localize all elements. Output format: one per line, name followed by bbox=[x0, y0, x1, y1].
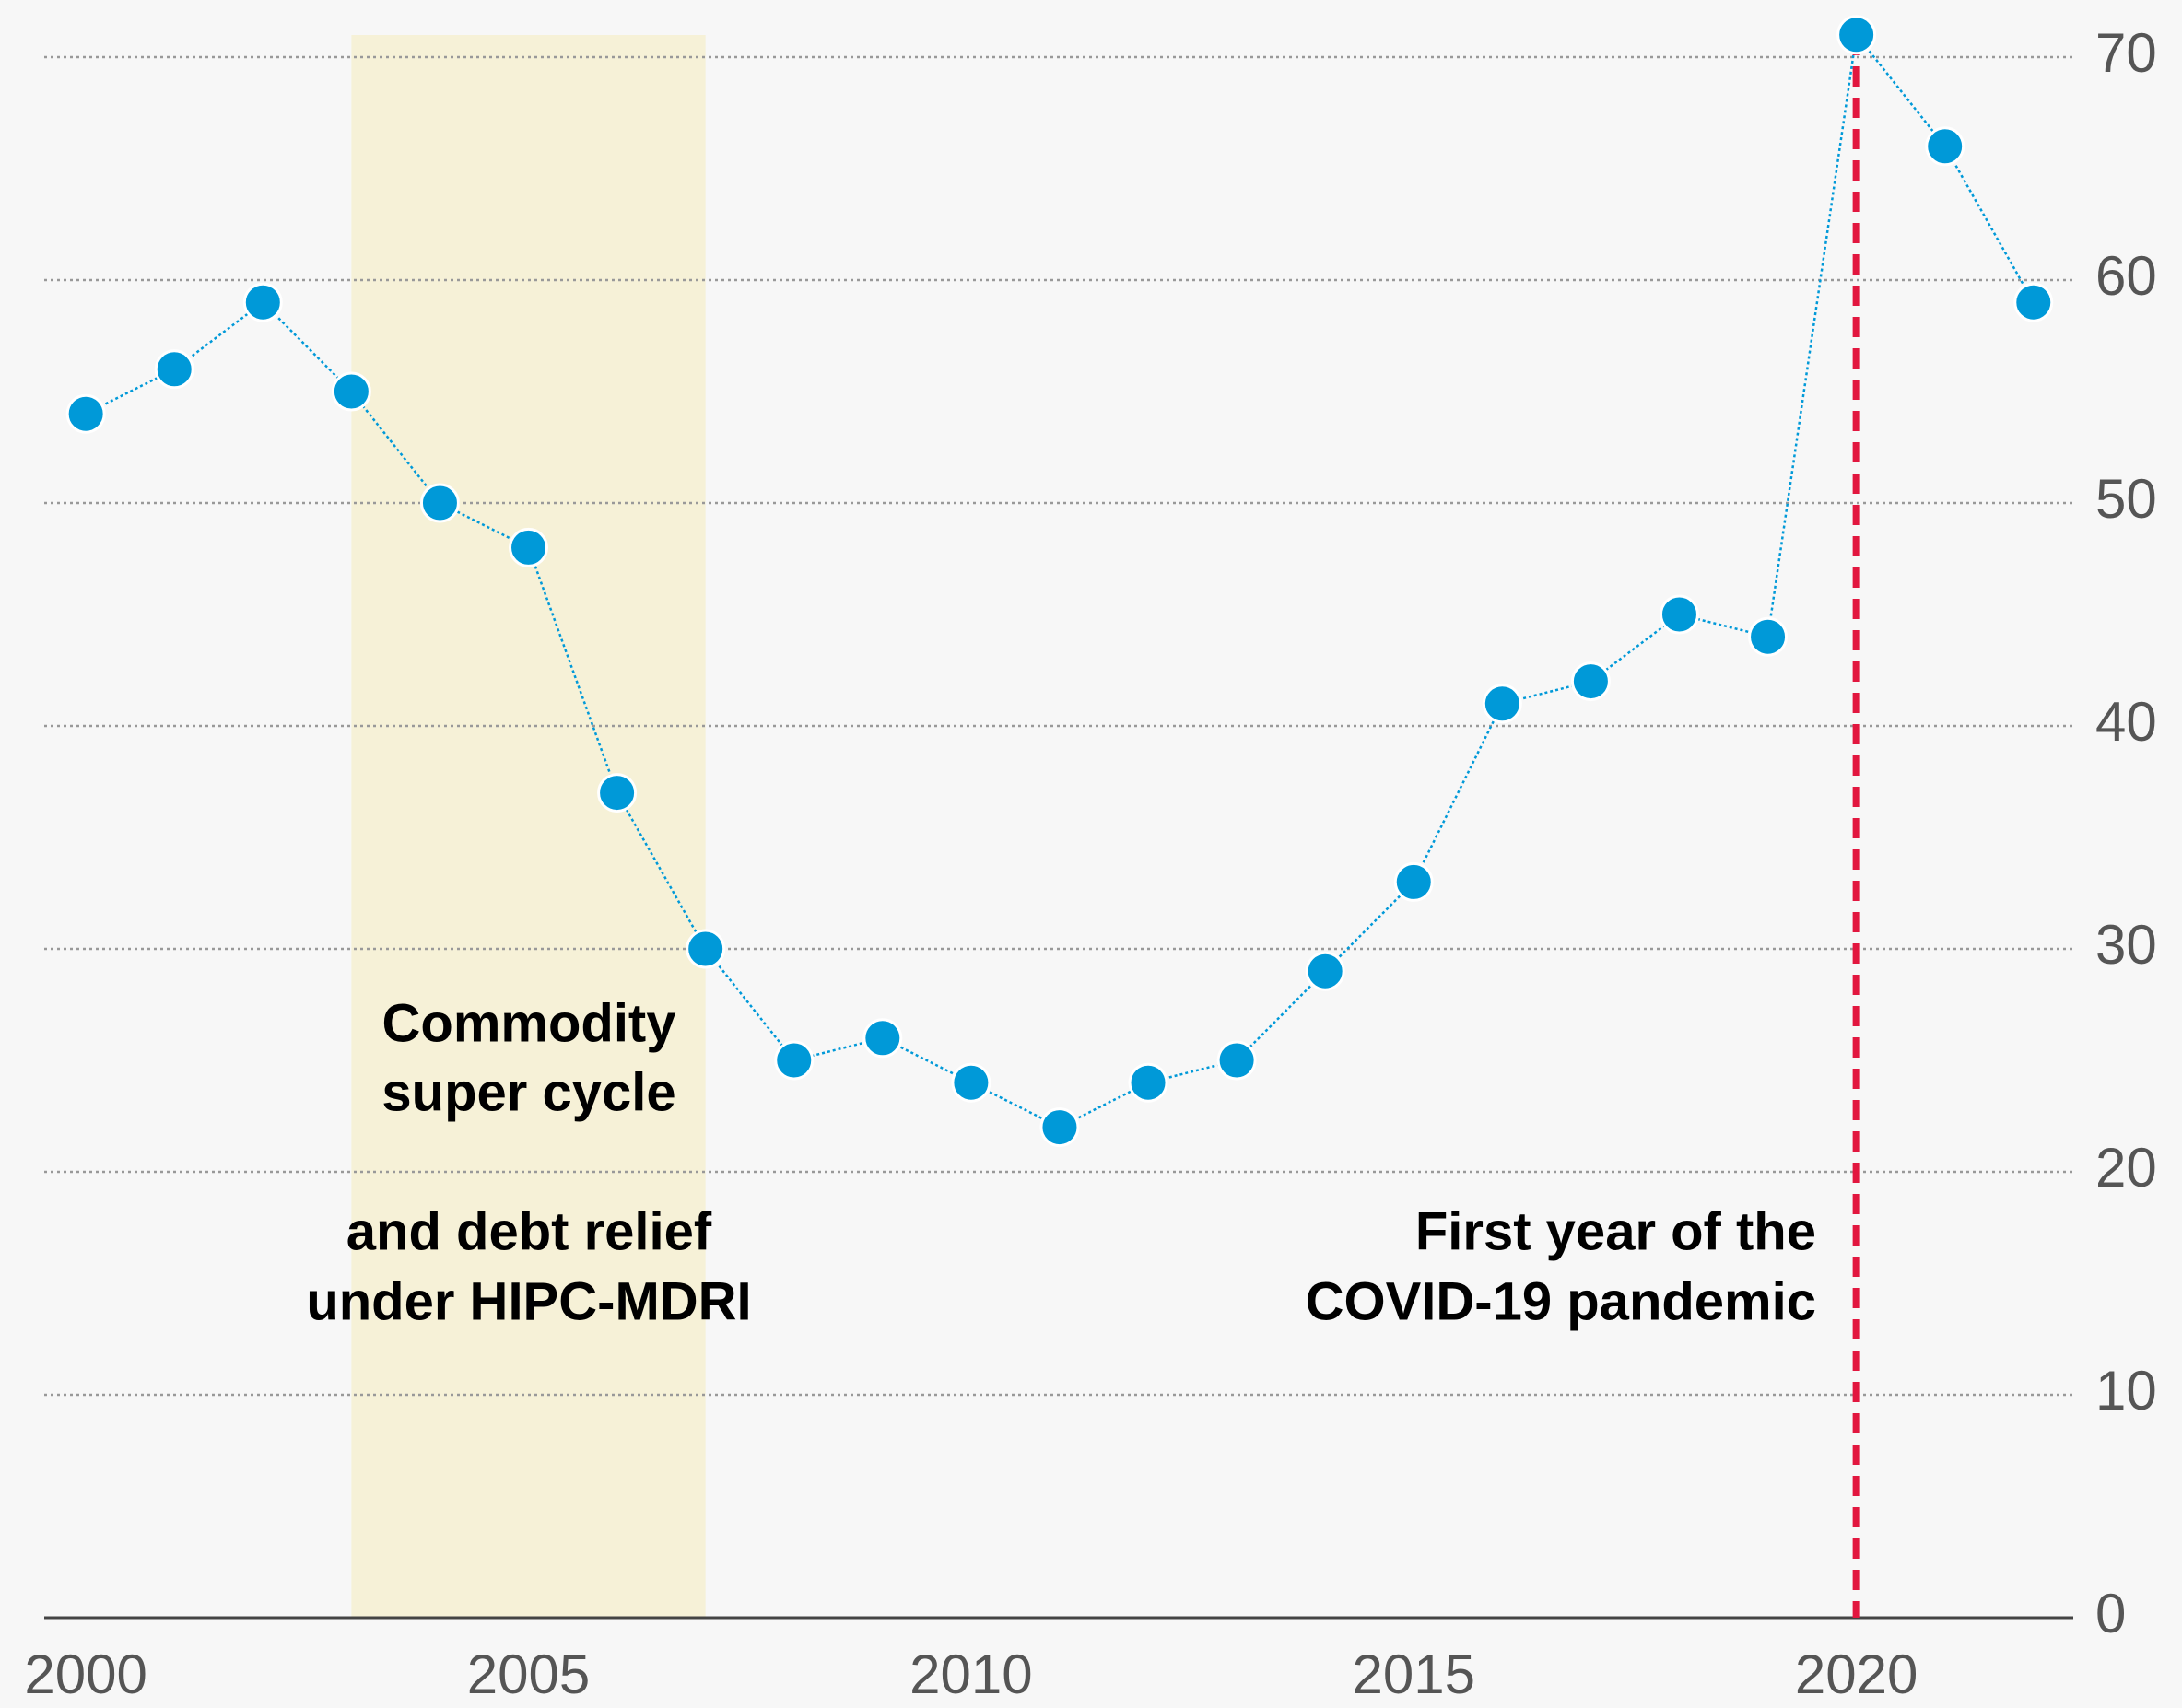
y-tick-label: 0 bbox=[2095, 1583, 2126, 1644]
annotation: super cycle bbox=[381, 1062, 675, 1122]
annotation: and debt relief bbox=[346, 1201, 712, 1261]
data-point bbox=[509, 527, 549, 567]
data-point bbox=[1305, 951, 1345, 991]
y-tick-label: 10 bbox=[2095, 1360, 2157, 1421]
y-tick-label: 30 bbox=[2095, 914, 2157, 976]
x-tick-label: 2020 bbox=[1795, 1644, 1918, 1705]
data-point bbox=[1128, 1062, 1168, 1103]
data-point bbox=[2013, 282, 2054, 322]
y-tick-label: 70 bbox=[2095, 22, 2157, 84]
data-point bbox=[1482, 684, 1522, 724]
data-point bbox=[774, 1040, 815, 1081]
data-point bbox=[154, 349, 194, 390]
annotation: COVID-19 pandemic bbox=[1306, 1271, 1816, 1331]
data-point bbox=[597, 773, 638, 813]
data-point bbox=[1393, 861, 1434, 902]
data-point bbox=[65, 393, 106, 434]
data-point bbox=[686, 929, 726, 969]
shaded-span bbox=[351, 35, 706, 1618]
annotation: Commodity bbox=[382, 993, 676, 1053]
x-tick-label: 2015 bbox=[1353, 1644, 1475, 1705]
annotation: First year of the bbox=[1415, 1201, 1816, 1261]
data-point bbox=[951, 1062, 991, 1103]
data-point bbox=[242, 282, 283, 322]
y-tick-label: 60 bbox=[2095, 245, 2157, 307]
x-tick-label: 2010 bbox=[909, 1644, 1032, 1705]
annotation: under HIPC-MDRI bbox=[306, 1271, 751, 1331]
data-point bbox=[862, 1018, 903, 1059]
data-point bbox=[1748, 616, 1789, 657]
y-tick-label: 40 bbox=[2095, 691, 2157, 753]
data-point bbox=[1039, 1107, 1080, 1148]
x-tick-label: 2005 bbox=[467, 1644, 590, 1705]
data-point bbox=[1925, 126, 1965, 167]
data-point bbox=[1570, 661, 1611, 702]
data-point bbox=[1659, 594, 1699, 635]
data-point bbox=[419, 483, 460, 523]
data-point bbox=[1836, 15, 1877, 55]
y-tick-label: 20 bbox=[2095, 1137, 2157, 1199]
x-tick-label: 2000 bbox=[24, 1644, 147, 1705]
y-tick-label: 50 bbox=[2095, 468, 2157, 530]
data-point bbox=[1216, 1040, 1257, 1081]
data-point bbox=[331, 371, 371, 412]
